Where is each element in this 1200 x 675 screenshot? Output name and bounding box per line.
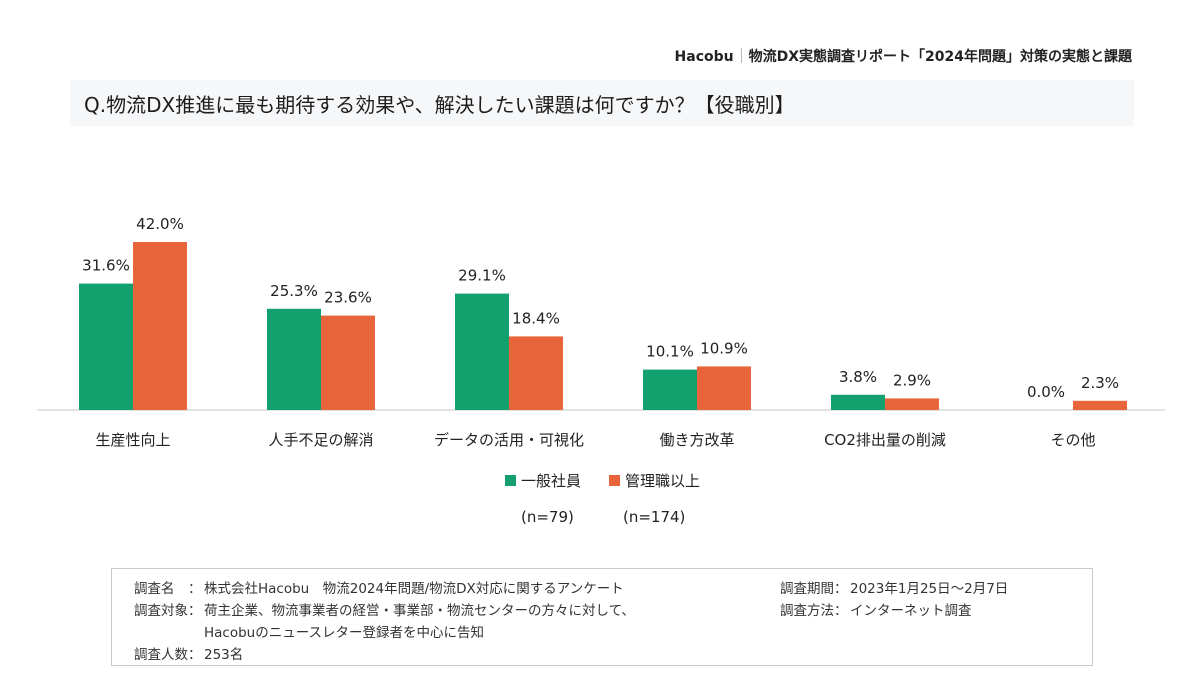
data-label-productivity-general-staff: 31.6% [82, 257, 130, 275]
legend-label-managers: 管理職以上 [625, 472, 701, 490]
survey-name-label: 調査名 ： [134, 581, 202, 597]
survey-period-label: 調査期間： [780, 581, 848, 597]
survey-target: 調査対象： 荷主企業、物流事業者の経営・事業部・物流センターの方々に対して、 [134, 599, 635, 619]
survey-method-label: 調査方法： [780, 603, 848, 619]
data-label-productivity-managers: 42.0% [136, 215, 184, 233]
survey-count: 調査人数： 253名 [134, 643, 243, 663]
survey-period-value: 2023年1月25日～2月7日 [850, 581, 1009, 597]
brand-name: Hacobu [674, 49, 734, 65]
report-title: 物流DX実態調査リポート「2024年問題」対策の実態と課題 [748, 49, 1132, 65]
bar-data-visualization-managers [509, 336, 563, 410]
bar-work-style-reform-managers [697, 366, 751, 410]
survey-period: 調査期間： 2023年1月25日～2月7日 [780, 577, 1008, 597]
survey-info-box: 調査名 ：株式会社Hacobu 物流2024年問題/物流DX対応に関するアンケー… [111, 568, 1093, 666]
legend-label-general-staff: 一般社員 [521, 472, 582, 490]
bar-labor-shortage-managers [321, 315, 375, 410]
bar-productivity-general-staff [79, 283, 133, 410]
legend-swatch-managers [609, 475, 620, 486]
data-label-labor-shortage-general-staff: 25.3% [270, 282, 318, 300]
category-label-co2-reduction: CO2排出量の削減 [824, 431, 946, 449]
survey-count-value: 253名 [204, 647, 244, 663]
bar-data-visualization-general-staff [455, 293, 509, 410]
survey-count-label: 調査人数： [134, 647, 202, 663]
bar-chart: 31.6% 42.0% 生産性向上 25.3% 23.6% 人手不足の解消 29.1% 18.… [37, 215, 1165, 449]
legend-item-general-staff: 一般社員 [505, 470, 581, 491]
category-label-labor-shortage: 人手不足の解消 [268, 431, 373, 449]
survey-target-label: 調査対象： [134, 603, 202, 619]
legend-item-managers: 管理職以上 [609, 470, 700, 491]
bar-work-style-reform-general-staff [643, 369, 697, 410]
data-label-labor-shortage-managers: 23.6% [324, 289, 372, 307]
question-banner: Q.物流DX推進に最も期待する効果や、解決したい課題は何ですか？【役職別】 [70, 80, 1134, 126]
data-label-co2-reduction-general-staff: 3.8% [839, 368, 877, 386]
data-label-co2-reduction-managers: 2.9% [893, 371, 931, 389]
survey-name: 調査名 ：株式会社Hacobu 物流2024年問題/物流DX対応に関するアンケー… [134, 577, 624, 597]
data-label-other-managers: 2.3% [1081, 374, 1119, 392]
category-label-productivity: 生産性向上 [95, 431, 170, 449]
category-label-other: その他 [1050, 431, 1095, 449]
data-label-data-visualization-general-staff: 29.1% [458, 267, 506, 285]
header-divider [740, 48, 742, 63]
bar-co2-reduction-managers [885, 398, 939, 410]
legend-n-managers: (n=174) [623, 508, 686, 526]
bar-co2-reduction-general-staff [831, 394, 885, 410]
category-label-data-visualization: データの活用・可視化 [434, 431, 584, 449]
survey-name-value: 株式会社Hacobu 物流2024年問題/物流DX対応に関するアンケート [204, 581, 624, 597]
bar-productivity-managers [133, 242, 187, 410]
legend-n-general-staff: (n=79) [521, 508, 574, 526]
data-label-other-general-staff: 0.0% [1027, 383, 1065, 401]
category-label-work-style-reform: 働き方改革 [659, 431, 734, 449]
data-label-work-style-reform-managers: 10.9% [700, 339, 748, 357]
survey-target-line2: Hacobuのニュースレター登録者を中心に告知 [204, 625, 485, 641]
bar-labor-shortage-general-staff [267, 308, 321, 410]
chart-title: Q.物流DX推進に最も期待する効果や、解決したい課題は何ですか？【役職別】 [84, 93, 795, 117]
report-header: Hacobu 物流DX実態調査リポート「2024年問題」対策の実態と課題 [675, 46, 1132, 66]
bar-other-managers [1073, 400, 1127, 410]
data-label-data-visualization-managers: 18.4% [512, 309, 560, 327]
survey-method-value: インターネット調査 [850, 603, 972, 619]
survey-target-value: 荷主企業、物流事業者の経営・事業部・物流センターの方々に対して、 [204, 603, 635, 619]
legend-swatch-general-staff [505, 475, 516, 486]
survey-method: 調査方法： インターネット調査 [780, 599, 972, 619]
data-label-work-style-reform-general-staff: 10.1% [646, 343, 694, 361]
